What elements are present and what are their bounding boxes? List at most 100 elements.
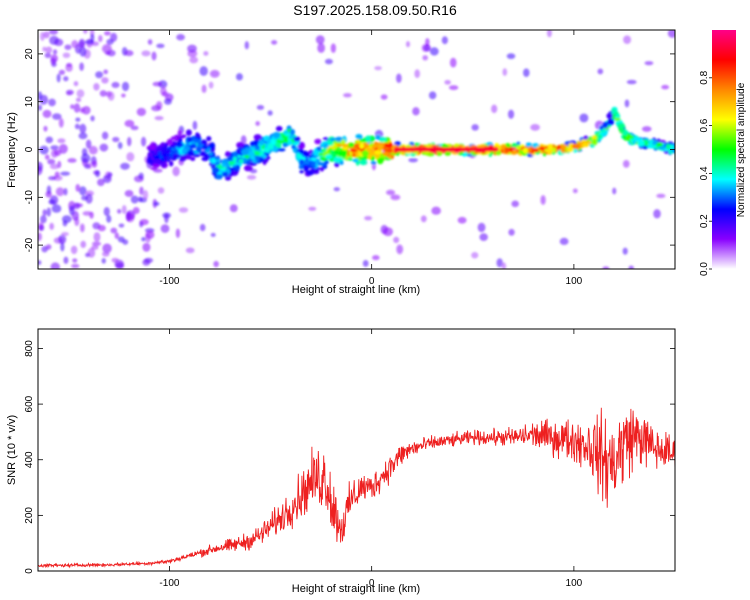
heatmap-cell	[177, 129, 182, 137]
heatmap-cell	[359, 159, 368, 166]
heatmap-cell	[79, 62, 84, 71]
heatmap-cell	[42, 209, 47, 216]
heatmap-cell	[154, 115, 164, 121]
heatmap-cell	[508, 228, 515, 236]
heatmap-cell	[669, 144, 675, 150]
heatmap-cell	[275, 125, 283, 132]
heatmap-cell	[50, 145, 59, 151]
heatmap-cell	[359, 143, 365, 149]
heatmap-cell	[281, 134, 286, 139]
heatmap-cell	[597, 134, 603, 139]
heatmap-cell	[204, 155, 209, 159]
heatmap-cell	[255, 121, 260, 126]
x-tick-label: -100	[159, 578, 179, 589]
heatmap-cell	[267, 110, 273, 116]
heatmap-cell	[101, 257, 106, 264]
heatmap-cell	[160, 224, 170, 233]
heatmap-cell	[130, 125, 139, 131]
heatmap-cell	[103, 69, 109, 75]
heatmap-cell	[253, 150, 261, 156]
heatmap-cell	[187, 149, 192, 156]
heatmap-cell	[120, 162, 130, 170]
colorbar-tick-label: 0.4	[699, 166, 710, 180]
heatmap-cell	[310, 168, 319, 173]
heatmap-cell	[547, 143, 553, 150]
heatmap-cell	[361, 150, 369, 157]
heatmap-cell	[155, 101, 163, 110]
heatmap-cell	[240, 135, 247, 145]
heatmap-cell	[189, 143, 197, 148]
snr-x-axis: -100 0 100	[159, 329, 583, 589]
heatmap-cell	[63, 256, 69, 264]
heatmap-cell	[324, 58, 333, 65]
heatmap-cell	[390, 194, 401, 201]
heatmap-cell	[423, 44, 431, 52]
heatmap-cell	[106, 215, 112, 223]
heatmap-cell	[38, 91, 43, 100]
heatmap-cell	[614, 117, 621, 122]
y-tick-label: 10	[24, 96, 35, 108]
snr-series-line	[38, 407, 675, 569]
heatmap-cell	[334, 149, 339, 155]
heatmap-cell	[208, 152, 213, 157]
heatmap-cell	[222, 171, 229, 177]
heatmap-cell	[116, 208, 122, 214]
heatmap-cell	[607, 118, 615, 126]
heatmap-cell	[112, 136, 120, 143]
heatmap-cell	[525, 142, 532, 148]
y-tick-label: 200	[24, 507, 35, 524]
heatmap-cell	[126, 152, 135, 162]
x-tick-label: 100	[566, 276, 583, 287]
heatmap-cell	[58, 118, 64, 128]
heatmap-cell	[298, 147, 304, 155]
heatmap-cell	[124, 50, 134, 57]
heatmap-cell	[425, 38, 430, 46]
heatmap-cell	[187, 44, 197, 53]
heatmap-cell	[348, 142, 355, 148]
heatmap-cell	[145, 230, 155, 239]
heatmap-cell	[376, 157, 384, 165]
heatmap-cell	[533, 148, 540, 153]
heatmap-cell	[139, 221, 144, 228]
heatmap-cell	[49, 222, 55, 230]
heatmap-cell	[58, 144, 68, 154]
heatmap-cell	[82, 211, 93, 216]
heatmap-cell	[324, 154, 333, 160]
heatmap-cell	[170, 147, 175, 151]
heatmap-cell	[138, 172, 144, 180]
heatmap-cell	[44, 52, 52, 59]
heatmap-cell	[299, 170, 304, 174]
heatmap-cell	[249, 168, 258, 174]
heatmap-cell	[176, 34, 185, 41]
heatmap-cell	[612, 187, 617, 195]
heatmap-cell	[600, 129, 606, 133]
heatmap-cell	[379, 137, 387, 143]
heatmap-cell	[80, 223, 85, 233]
heatmap-cell	[51, 204, 62, 213]
heatmap-cell	[382, 151, 389, 156]
heatmap-cell	[168, 160, 174, 167]
y-tick-label: -20	[24, 237, 35, 252]
heatmap-cell	[213, 260, 219, 268]
heatmap-cell	[523, 68, 530, 77]
heatmap-cell	[261, 154, 267, 159]
heatmap-cell	[201, 84, 207, 94]
heatmap-cell	[121, 204, 127, 215]
heatmap-cell	[335, 136, 343, 142]
heatmap-cell	[101, 77, 109, 84]
heatmap-cell	[572, 188, 578, 194]
heatmap-cell	[38, 224, 45, 231]
heatmap-cell	[166, 138, 174, 146]
heatmap-cell	[181, 148, 188, 154]
heatmap-cell	[80, 240, 87, 249]
heatmap-cell	[157, 187, 165, 194]
heatmap-cell	[176, 142, 184, 148]
heatmap-cell	[75, 183, 81, 192]
heatmap-cell	[358, 138, 367, 143]
heatmap-cell	[349, 148, 358, 153]
heatmap-cell	[420, 215, 427, 223]
heatmap-cell	[74, 123, 80, 130]
heatmap-cell	[124, 190, 134, 197]
heatmap-cell	[160, 146, 168, 150]
heatmap-cell	[121, 93, 126, 98]
